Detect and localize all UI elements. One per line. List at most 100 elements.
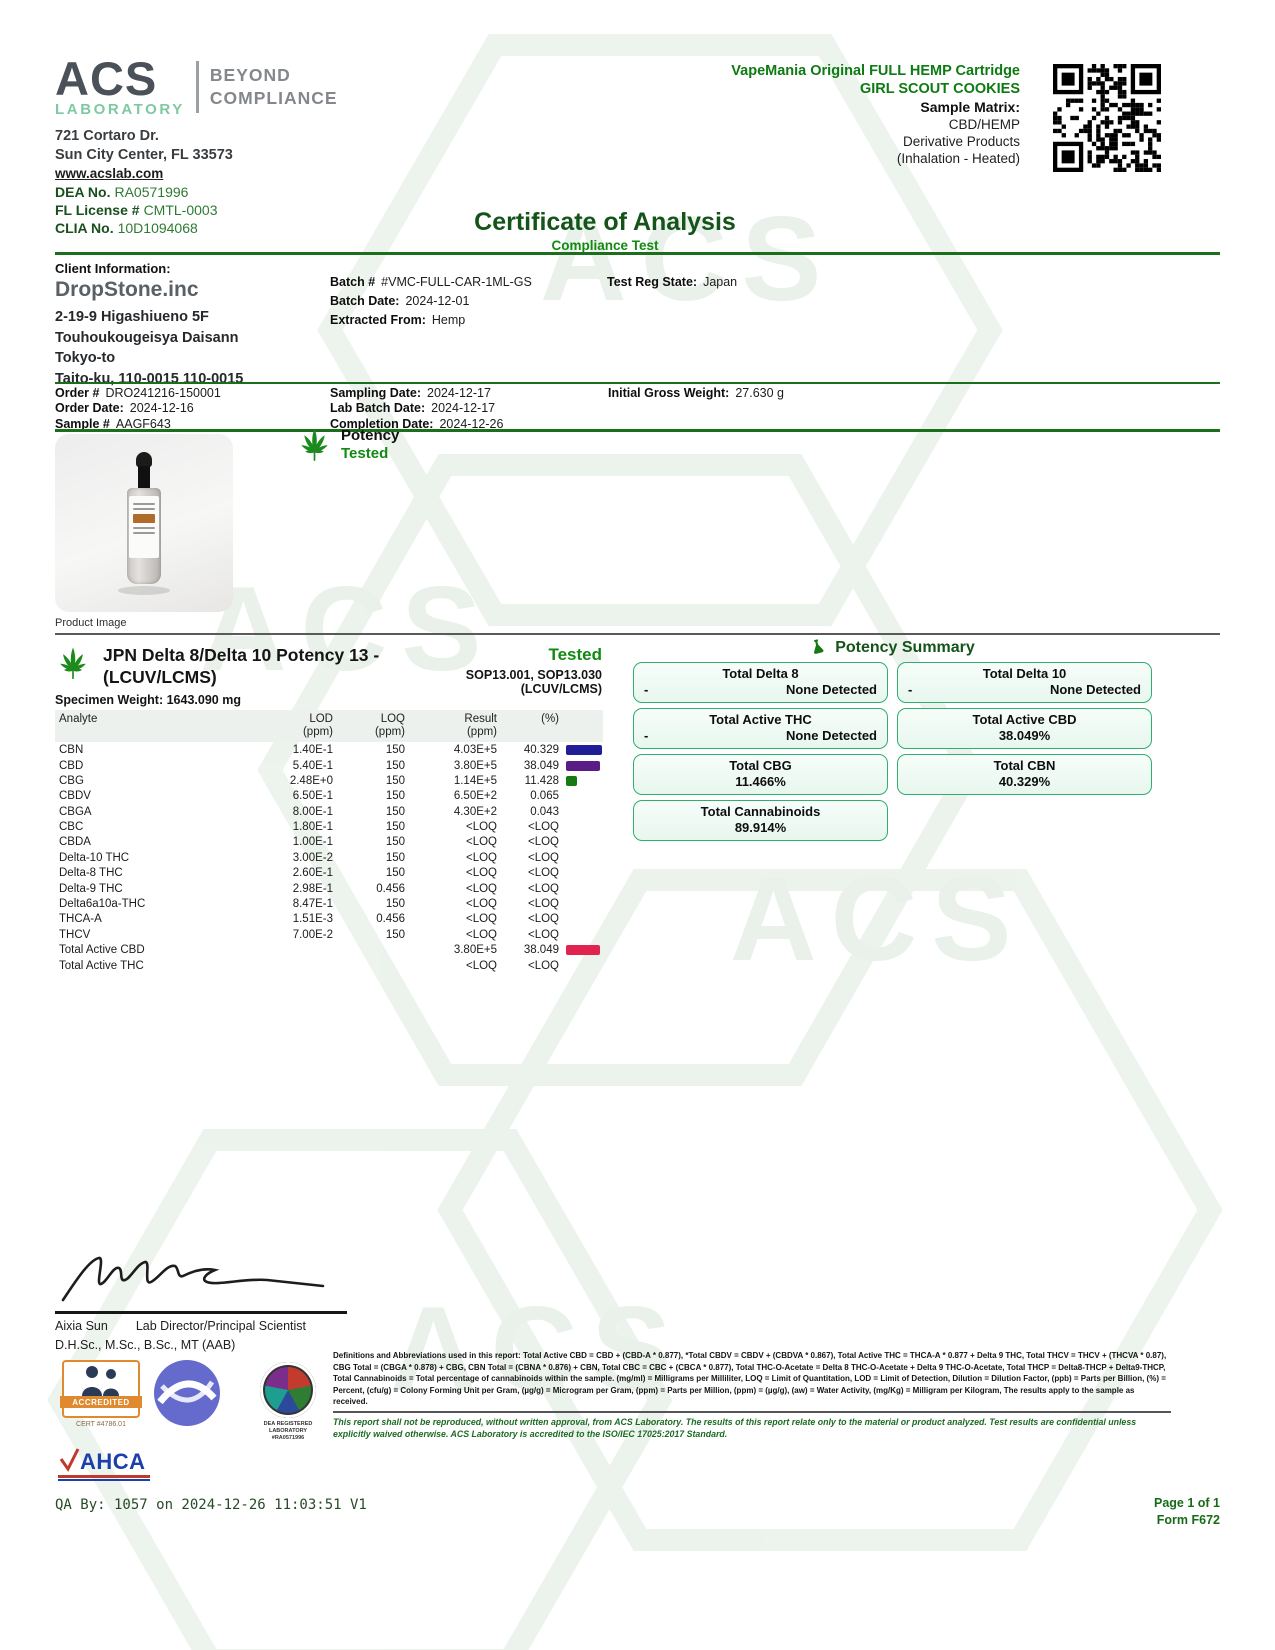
dea-registered-logo: DEA REGISTERED LABORATORY #RA0571996 bbox=[250, 1362, 326, 1442]
analyte-table-header: Analyte LOD (ppm) LOQ (ppm) Result (ppm) (%… bbox=[55, 710, 603, 743]
analyte-table: Analyte LOD (ppm) LOQ (ppm) Result (ppm) (%… bbox=[55, 710, 603, 973]
client-address-line: 2-19-9 Higashiueno 5F bbox=[55, 309, 209, 325]
analyte-loq: 150 bbox=[385, 928, 405, 941]
batch-number: Batch # #VMC-FULL-CAR-1ML-GS bbox=[330, 275, 532, 289]
analyte-lod: 2.48E+0 bbox=[289, 774, 333, 787]
analyte-loq: 150 bbox=[385, 744, 405, 757]
col-result: Result (ppm) bbox=[464, 713, 497, 739]
analyte-percent: <LOQ bbox=[527, 928, 559, 941]
definitions-text: Definitions and Abbreviations used in th… bbox=[333, 1351, 1167, 1407]
analyte-name: Delta-9 THC bbox=[59, 882, 123, 895]
product-name-line2: GIRL SCOUT COOKIES bbox=[859, 81, 1020, 98]
analyte-name: CBDA bbox=[59, 836, 91, 849]
analyte-name: Delta-10 THC bbox=[59, 851, 130, 864]
cannabis-leaf-icon bbox=[55, 646, 91, 685]
potency-summary-title: Potency Summary bbox=[835, 639, 975, 656]
dea-number: DEA No. RA0571996 bbox=[55, 183, 233, 201]
analyte-row: CBC 1.80E-1 150 <LOQ <LOQ bbox=[55, 819, 603, 834]
result-bar bbox=[566, 760, 600, 771]
analyte-name: Delta-8 THC bbox=[59, 867, 123, 880]
col-percent: (%) bbox=[541, 713, 559, 725]
dea-label: DEA No. bbox=[55, 183, 111, 200]
cannabis-leaf-icon bbox=[296, 427, 333, 467]
analyte-row: CBDV 6.50E-1 150 6.50E+2 0.065 bbox=[55, 789, 603, 804]
signer-name: Aixia Sun bbox=[55, 1318, 108, 1333]
summary-box: Total Delta 8 - None Detected bbox=[633, 662, 888, 703]
analyte-name: CBD bbox=[59, 759, 84, 772]
result-bar bbox=[566, 775, 577, 786]
divider-line bbox=[55, 429, 1220, 432]
analyte-row: CBDA 1.00E-1 150 <LOQ <LOQ bbox=[55, 835, 603, 850]
analyte-name: CBG bbox=[59, 774, 84, 787]
lab-street: 721 Cortaro Dr. bbox=[55, 128, 159, 144]
clia-label: CLIA No. bbox=[55, 220, 114, 237]
badge-title: Potency bbox=[341, 427, 400, 444]
page-subtitle: Compliance Test bbox=[551, 238, 659, 253]
test-status-block: Tested SOP13.001, SOP13.030 (LCUV/LCMS) bbox=[380, 645, 602, 696]
summary-box: Total Active CBD 38.049% bbox=[897, 708, 1152, 749]
summary-box-value: 11.466% bbox=[735, 774, 786, 790]
dea-logo-icon bbox=[260, 1362, 316, 1418]
analyte-row: Delta6a10a-THC 8.47E-1 150 <LOQ <LOQ bbox=[55, 896, 603, 911]
flask-icon bbox=[807, 636, 828, 657]
specimen-weight: Specimen Weight: 1643.090 mg bbox=[55, 693, 241, 707]
fl-value: CMTL-0003 bbox=[143, 202, 218, 219]
analyte-percent: 38.049 bbox=[523, 759, 559, 772]
analyte-loq: 150 bbox=[385, 867, 405, 880]
analyte-percent: 40.329 bbox=[523, 744, 559, 757]
summary-box-title: Total Active THC bbox=[709, 712, 812, 727]
summary-box-value: - None Detected bbox=[644, 682, 877, 698]
page-number: Page 1 of 1 bbox=[1154, 1496, 1220, 1510]
page-footer: Page 1 of 1 Form F672 bbox=[1000, 1495, 1220, 1529]
analyte-percent: 0.065 bbox=[530, 790, 559, 803]
analyte-name: THCA-A bbox=[59, 913, 102, 926]
analyte-name: Delta6a10a-THC bbox=[59, 898, 146, 911]
analyte-percent: <LOQ bbox=[527, 882, 559, 895]
disclaimer-text: This report shall not be reproduced, wit… bbox=[333, 1417, 1137, 1440]
section-divider-line bbox=[55, 633, 1220, 635]
analyte-result: 3.80E+5 bbox=[453, 759, 497, 772]
analyte-lod: 6.50E-1 bbox=[292, 790, 333, 803]
analyte-name: CBC bbox=[59, 821, 84, 834]
summary-box: Total CBG 11.466% bbox=[633, 754, 888, 795]
sample-matrix-label: Sample Matrix: bbox=[920, 99, 1020, 116]
analyte-name: CBGA bbox=[59, 805, 92, 818]
analyte-row: CBD 5.40E-1 150 3.80E+5 38.049 bbox=[55, 758, 603, 773]
analyte-name: THCV bbox=[59, 928, 91, 941]
summary-box: Total Active THC - None Detected bbox=[633, 708, 888, 749]
analyte-result: <LOQ bbox=[465, 928, 497, 941]
analyte-row: Total Active THC <LOQ <LOQ bbox=[55, 958, 603, 973]
lab-city: Sun City Center, FL 33573 bbox=[55, 146, 233, 163]
analyte-result: <LOQ bbox=[465, 882, 497, 895]
analyte-lod: 8.00E-1 bbox=[292, 805, 333, 818]
dea-caption: DEA REGISTERED LABORATORY #RA0571996 bbox=[263, 1421, 313, 1442]
document-title-block: Certificate of Analysis Compliance Test bbox=[360, 208, 850, 253]
analyte-result: 6.50E+2 bbox=[453, 790, 497, 803]
tagline-line2: COMPLIANCE bbox=[209, 87, 338, 108]
analyte-result: <LOQ bbox=[465, 913, 497, 926]
test-method: (LCUV/LCMS) bbox=[520, 682, 602, 696]
logo-tagline: BEYOND COMPLIANCE bbox=[210, 58, 338, 110]
analyte-row: CBG 2.48E+0 150 1.14E+5 11.428 bbox=[55, 773, 603, 788]
accredited-banner: ACCREDITED bbox=[60, 1396, 142, 1408]
dea-value: RA0571996 bbox=[114, 183, 189, 200]
dates-column: Sampling Date: 2024-12-17 Lab Batch Date:… bbox=[330, 386, 503, 432]
sample-matrix-line1: CBD/HEMP bbox=[948, 116, 1020, 132]
analyte-result: 4.03E+5 bbox=[453, 744, 497, 757]
analyte-lod: 1.00E-1 bbox=[292, 836, 333, 849]
product-image-caption: Product Image bbox=[55, 617, 127, 629]
analyte-lod: 2.98E-1 bbox=[292, 882, 333, 895]
accredited-cert-number: CERT #4786.01 bbox=[76, 1421, 126, 1428]
initial-gross-weight: Initial Gross Weight: 27.630 g bbox=[608, 386, 784, 400]
lab-website-link[interactable]: www.acslab.com bbox=[55, 165, 164, 181]
summary-box: Total CBN 40.329% bbox=[897, 754, 1152, 795]
analyte-lod: 1.40E-1 bbox=[292, 744, 333, 757]
qa-stamp: QA By: 1057 on 2024-12-26 11:03:51 V1 bbox=[55, 1497, 367, 1513]
summary-box-title: Total CBN bbox=[993, 758, 1056, 773]
analyte-loq: 150 bbox=[385, 851, 405, 864]
analyte-name: Total Active CBD bbox=[59, 944, 145, 957]
legal-divider-line bbox=[333, 1411, 1171, 1413]
analyte-loq: 150 bbox=[385, 759, 405, 772]
divider-line bbox=[55, 252, 1220, 255]
summary-box-title: Total Delta 10 bbox=[982, 666, 1067, 681]
